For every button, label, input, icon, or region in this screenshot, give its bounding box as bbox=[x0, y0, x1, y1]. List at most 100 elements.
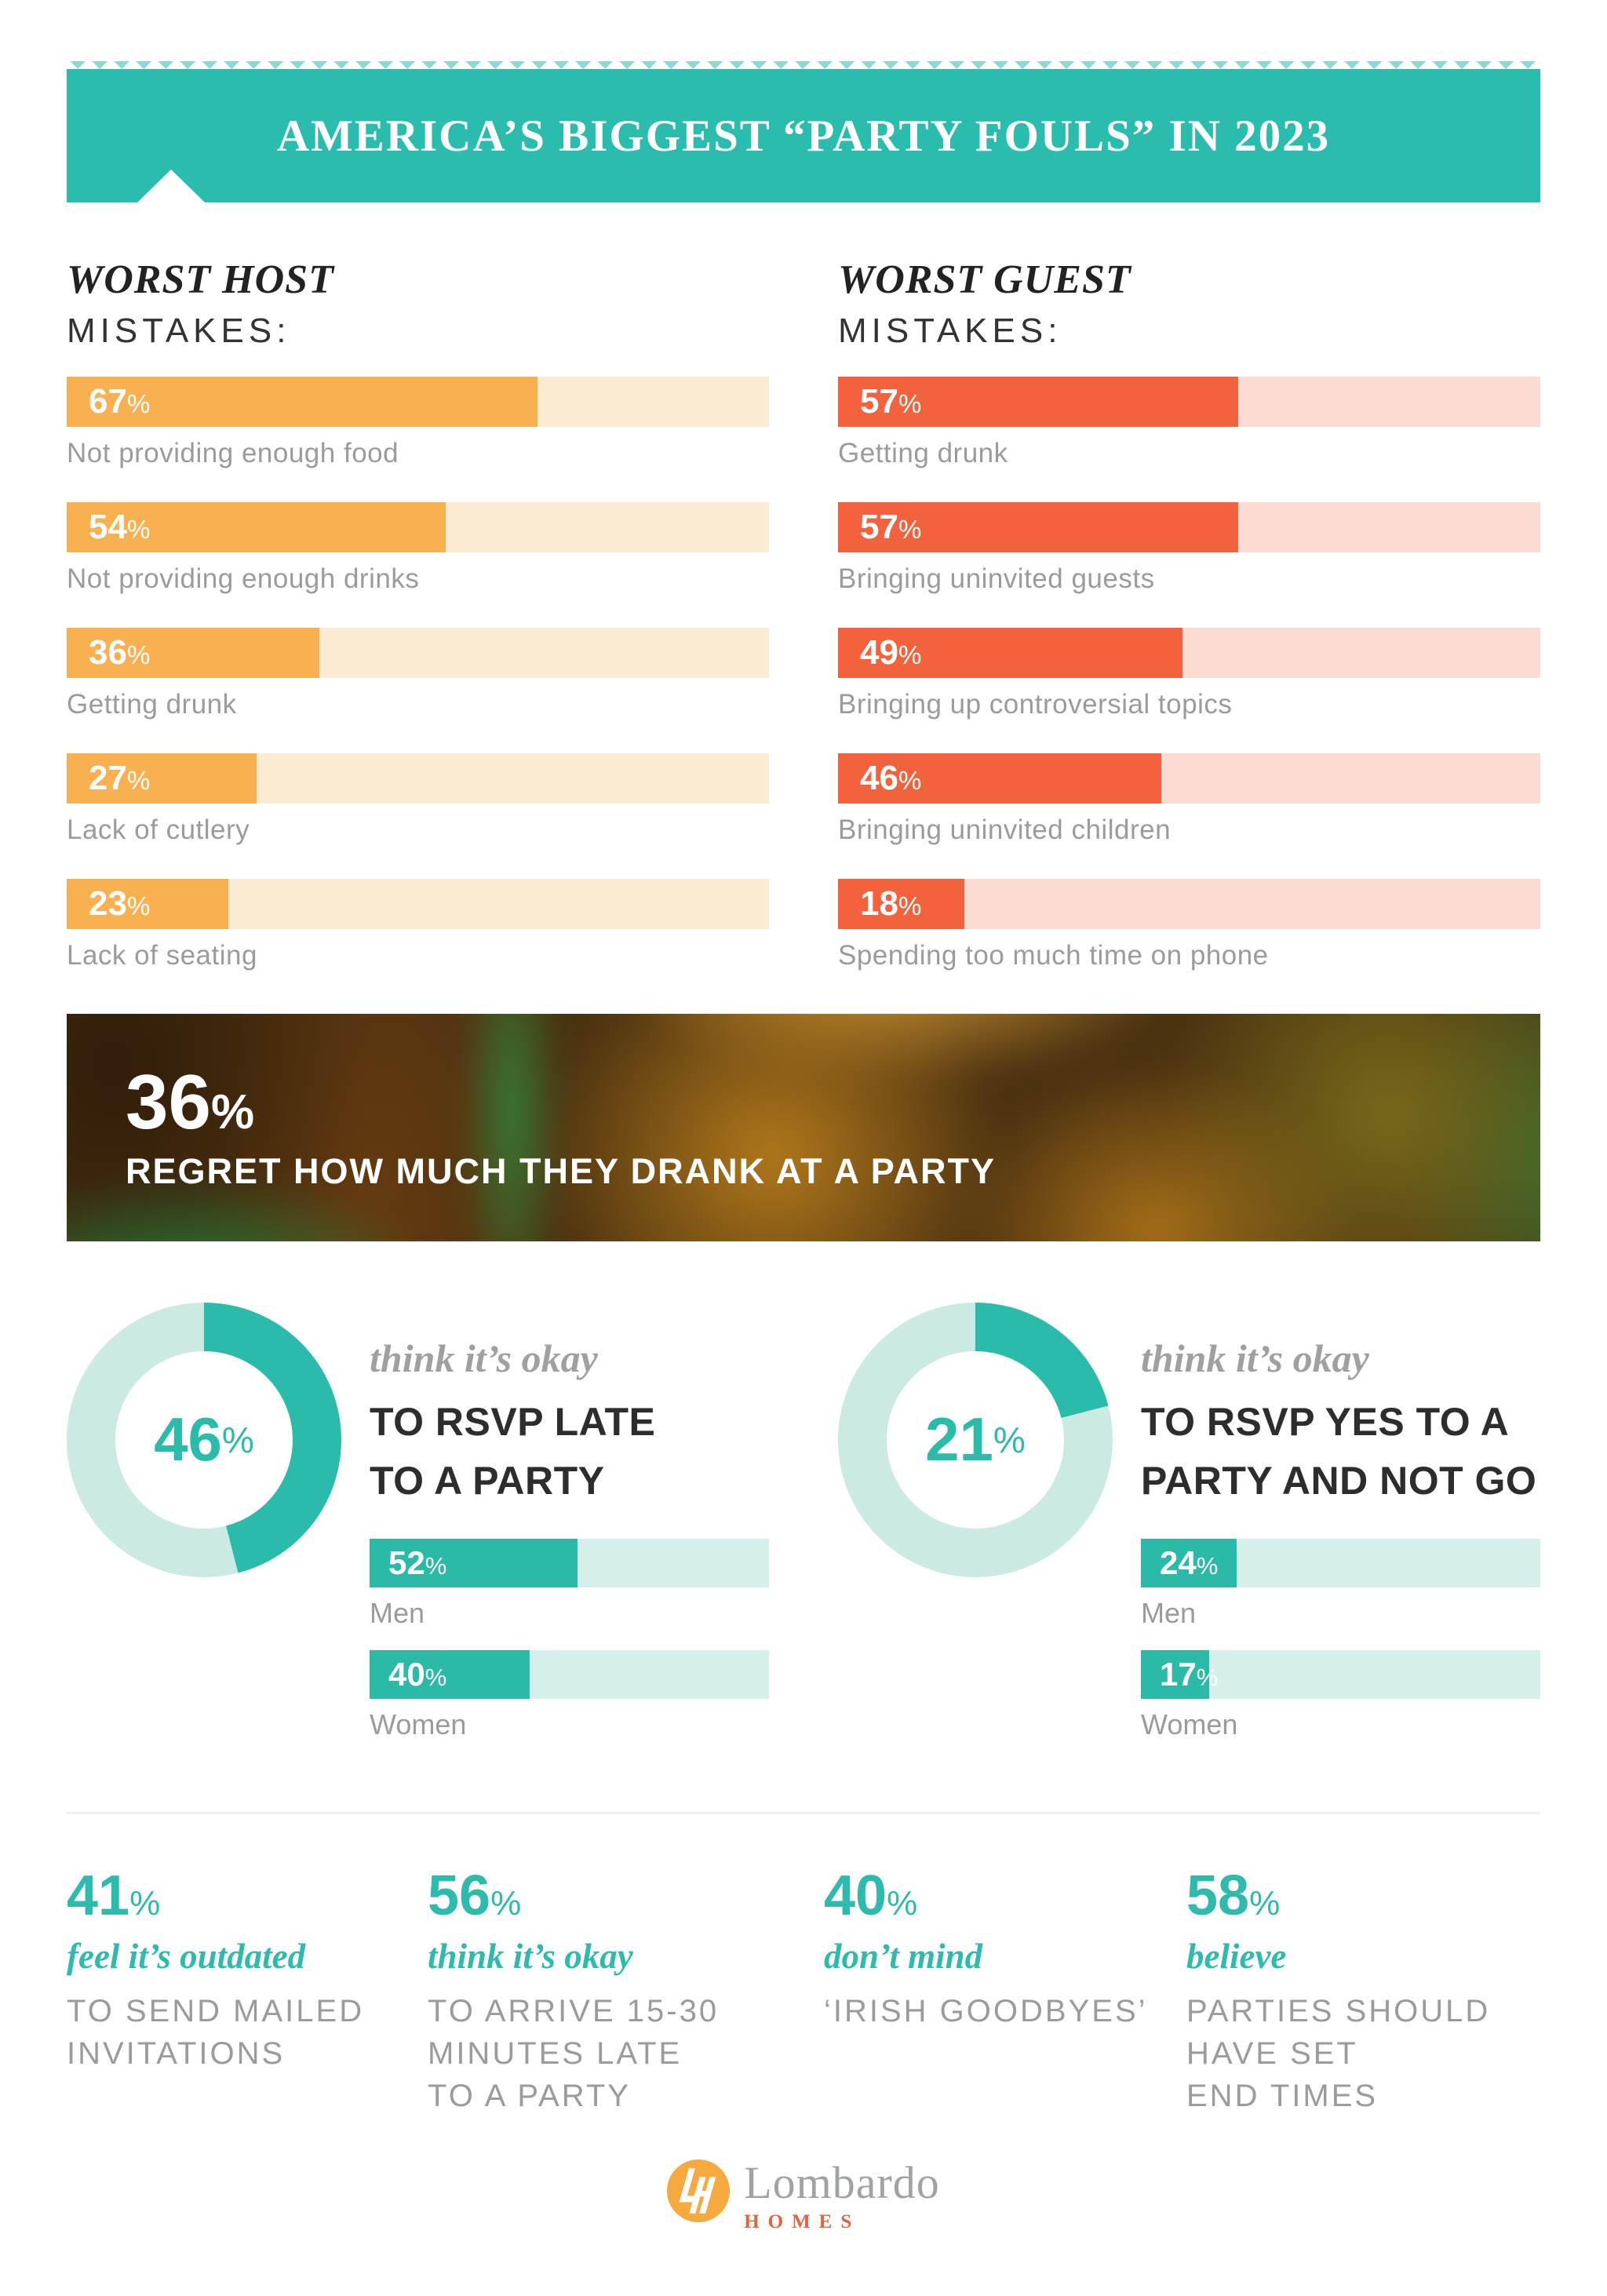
stat-qualifier: think it’s okay bbox=[428, 1936, 633, 1976]
worst-guest-title: WORST GUEST bbox=[838, 257, 1131, 302]
stat-qualifier: believe bbox=[1186, 1936, 1287, 1976]
bar-fill: 67% bbox=[67, 376, 537, 427]
photo-stat-value: 36% bbox=[126, 1058, 255, 1145]
bar-fill: 27% bbox=[67, 753, 257, 804]
stat-value: 40% bbox=[824, 1864, 918, 1927]
bar-track: 67% bbox=[67, 376, 769, 427]
gender-value: 24% bbox=[1160, 1543, 1219, 1581]
bar-row: 49% Bringing up controversial topics bbox=[838, 627, 1540, 720]
gender-row: 17% Women bbox=[1141, 1649, 1540, 1741]
bar-track: 18% bbox=[838, 878, 1540, 929]
section-divider bbox=[67, 1811, 1540, 1814]
stat-card-arrive-late: 56% think it’s okay TO ARRIVE 15-30 MINU… bbox=[428, 1868, 824, 2117]
gender-track: 24% bbox=[1141, 1538, 1540, 1587]
gender-fill: 40% bbox=[370, 1649, 530, 1699]
bar-row: 46% Bringing uninvited children bbox=[838, 753, 1540, 846]
bar-track: 23% bbox=[67, 878, 769, 929]
bar-value: 54% bbox=[89, 507, 151, 546]
worst-host-title: WORST HOST bbox=[67, 257, 334, 302]
worst-host-section: WORST HOST MISTAKES: 67% Not providing e… bbox=[67, 257, 769, 1004]
stat-caption: ‘IRISH GOODBYES’ bbox=[824, 1993, 1148, 2028]
donut-lead-bold: TO RSVP YES TO A PARTY AND NOT GO bbox=[1141, 1399, 1537, 1503]
lombardo-monogram-icon bbox=[667, 2159, 731, 2222]
bar-label: Lack of cutlery bbox=[67, 814, 250, 845]
bar-fill: 49% bbox=[838, 627, 1182, 678]
donut-chart-rsvp-late: 46% bbox=[67, 1302, 341, 1577]
guest-bar-chart: 57% Getting drunk 57% Bringing uninvited… bbox=[838, 376, 1540, 971]
gender-track: 40% bbox=[370, 1649, 769, 1699]
lombardo-homes-logo: Lombardo HOMES bbox=[67, 2159, 1540, 2234]
gender-label: Women bbox=[370, 1707, 467, 1740]
bar-value: 49% bbox=[860, 632, 922, 672]
header-banner: AMERICA’S BIGGEST “PARTY FOULS” IN 2023 bbox=[67, 61, 1540, 202]
logo-text: Lombardo HOMES bbox=[744, 2159, 940, 2234]
bar-label: Not providing enough drinks bbox=[67, 563, 420, 594]
stat-qualifier: feel it’s outdated bbox=[67, 1936, 306, 1976]
bar-value: 46% bbox=[860, 758, 922, 797]
page-title: AMERICA’S BIGGEST “PARTY FOULS” IN 2023 bbox=[276, 111, 1331, 161]
stats-row: 41% feel it’s outdated TO SEND MAILED IN… bbox=[67, 1868, 1540, 2117]
bar-row: 23% Lack of seating bbox=[67, 878, 769, 971]
logo-name: Lombardo bbox=[744, 2156, 940, 2208]
gender-fill: 24% bbox=[1141, 1538, 1237, 1587]
bar-track: 54% bbox=[67, 501, 769, 552]
gender-row: 40% Women bbox=[370, 1649, 769, 1741]
stat-card-end-times: 58% believe PARTIES SHOULD HAVE SET END … bbox=[1186, 1868, 1540, 2117]
worst-guest-subtitle: MISTAKES: bbox=[838, 311, 1062, 350]
bar-label: Spending too much time on phone bbox=[838, 939, 1269, 971]
bar-value: 57% bbox=[860, 507, 922, 546]
gender-track: 17% bbox=[1141, 1649, 1540, 1699]
bar-fill: 23% bbox=[67, 878, 228, 929]
gender-label: Men bbox=[370, 1596, 425, 1629]
photo-stat-banner: 36% REGRET HOW MUCH THEY DRANK AT A PART… bbox=[67, 1013, 1540, 1241]
bar-row: 54% Not providing enough drinks bbox=[67, 501, 769, 595]
stat-caption: TO SEND MAILED INVITATIONS bbox=[67, 1993, 365, 2071]
photo-stat-content: 36% REGRET HOW MUCH THEY DRANK AT A PART… bbox=[67, 1063, 1540, 1192]
gender-fill: 52% bbox=[370, 1538, 578, 1587]
donut-lead-italic: think it’s okay bbox=[1141, 1336, 1369, 1380]
gender-row: 52% Men bbox=[370, 1538, 769, 1630]
bar-label: Getting drunk bbox=[838, 437, 1008, 468]
bar-fill: 36% bbox=[67, 627, 320, 678]
bar-track: 57% bbox=[838, 376, 1540, 427]
donut-text-block: think it’s okay TO RSVP YES TO A PARTY A… bbox=[1141, 1303, 1540, 1762]
bar-value: 27% bbox=[89, 758, 151, 797]
bar-fill: 54% bbox=[67, 501, 446, 552]
bar-row: 67% Not providing enough food bbox=[67, 376, 769, 469]
blurred-drinks-photo bbox=[67, 1013, 1540, 1241]
host-bar-chart: 67% Not providing enough food 54% Not pr… bbox=[67, 376, 769, 971]
logo-sub: HOMES bbox=[744, 2211, 861, 2233]
bar-row: 36% Getting drunk bbox=[67, 627, 769, 720]
gender-label: Women bbox=[1141, 1707, 1238, 1740]
worst-host-subtitle: MISTAKES: bbox=[67, 311, 291, 350]
bar-row: 27% Lack of cutlery bbox=[67, 753, 769, 846]
stat-card-irish-goodbyes: 40% don’t mind ‘IRISH GOODBYES’ bbox=[824, 1868, 1186, 2117]
bar-track: 49% bbox=[838, 627, 1540, 678]
bar-track: 57% bbox=[838, 501, 1540, 552]
bar-row: 57% Getting drunk bbox=[838, 376, 1540, 469]
mistakes-columns: WORST HOST MISTAKES: 67% Not providing e… bbox=[67, 257, 1540, 1004]
donut-text-block: think it’s okay TO RSVP LATE TO A PARTY … bbox=[370, 1303, 769, 1762]
gender-value: 52% bbox=[388, 1543, 447, 1581]
bar-track: 36% bbox=[67, 627, 769, 678]
gender-track: 52% bbox=[370, 1538, 769, 1587]
bar-fill: 46% bbox=[838, 753, 1161, 804]
bar-label: Lack of seating bbox=[67, 939, 257, 971]
rsvp-noshow-donut-block: 21% think it’s okay TO RSVP YES TO A PAR… bbox=[838, 1302, 1540, 1762]
photo-stat-caption: REGRET HOW MUCH THEY DRANK AT A PARTY bbox=[126, 1150, 996, 1191]
bar-row: 18% Spending too much time on phone bbox=[838, 878, 1540, 971]
worst-guest-section: WORST GUEST MISTAKES: 57% Getting drunk … bbox=[838, 257, 1540, 1004]
bar-fill: 57% bbox=[838, 376, 1239, 427]
donut-lead-bold: TO RSVP LATE TO A PARTY bbox=[370, 1399, 656, 1503]
gender-bar-chart: 52% Men 40% Women bbox=[370, 1538, 769, 1741]
bar-label: Bringing up controversial topics bbox=[838, 688, 1233, 720]
bar-label: Bringing uninvited children bbox=[838, 814, 1172, 845]
bar-track: 46% bbox=[838, 753, 1540, 804]
bar-value: 23% bbox=[89, 884, 151, 923]
worst-guest-heading: WORST GUEST MISTAKES: bbox=[838, 257, 1540, 350]
donut-chart-rsvp-noshow: 21% bbox=[838, 1302, 1113, 1577]
bar-row: 57% Bringing uninvited guests bbox=[838, 501, 1540, 595]
stat-caption: PARTIES SHOULD HAVE SET END TIMES bbox=[1186, 1993, 1491, 2113]
bar-label: Bringing uninvited guests bbox=[838, 563, 1155, 594]
gender-bar-chart: 24% Men 17% Women bbox=[1141, 1538, 1540, 1741]
